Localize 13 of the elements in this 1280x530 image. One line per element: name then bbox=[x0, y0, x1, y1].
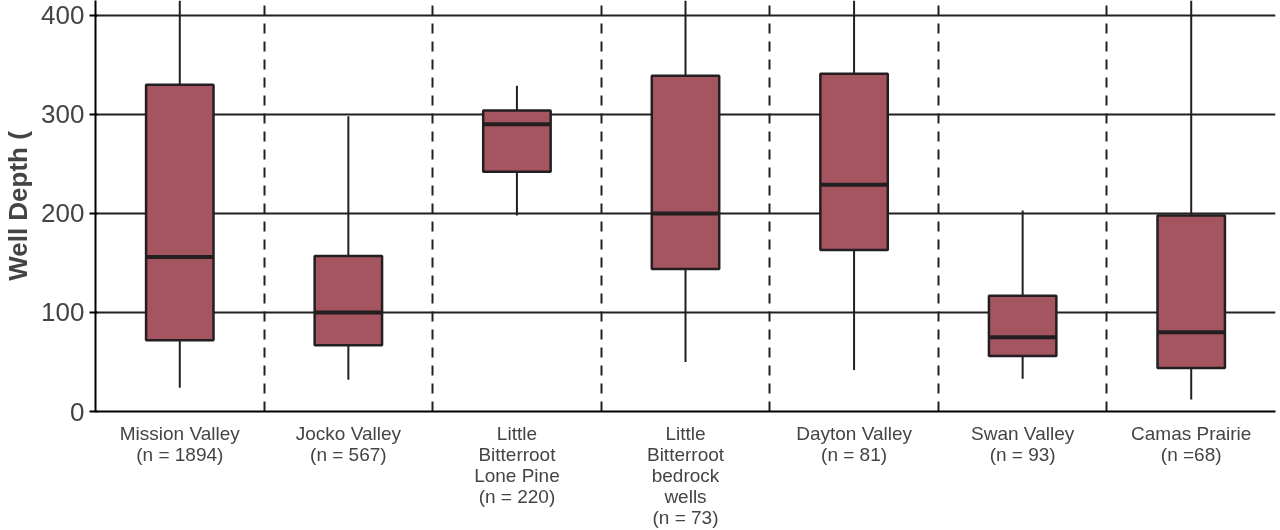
y-tick-label: 300 bbox=[41, 99, 85, 130]
x-tick-label: Mission Valley (n = 1894) bbox=[119, 422, 241, 465]
x-tick-label: Swan Valley (n = 93) bbox=[971, 422, 1075, 465]
x-tick-label: Little Bitterroot bedrock wells (n = 73) bbox=[646, 422, 725, 528]
y-tick-label: 200 bbox=[41, 198, 85, 229]
y-tick-label: 100 bbox=[41, 297, 85, 328]
y-axis-title: Well Depth ( bbox=[3, 130, 34, 281]
x-tick-label: Camas Prairie (n =68) bbox=[1131, 422, 1252, 465]
x-tick-label: Dayton Valley (n = 81) bbox=[796, 422, 913, 465]
y-tick-label: 400 bbox=[41, 0, 85, 31]
x-tick-label: Little Bitterroot Lone Pine (n = 220) bbox=[474, 422, 560, 507]
x-tick-label: Jocko Valley (n = 567) bbox=[295, 422, 402, 465]
y-tick-label: 0 bbox=[70, 396, 85, 427]
